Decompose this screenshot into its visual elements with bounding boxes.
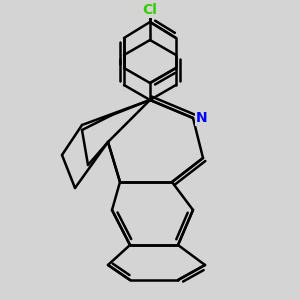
Text: Cl: Cl [142, 3, 158, 17]
Text: N: N [196, 111, 208, 125]
